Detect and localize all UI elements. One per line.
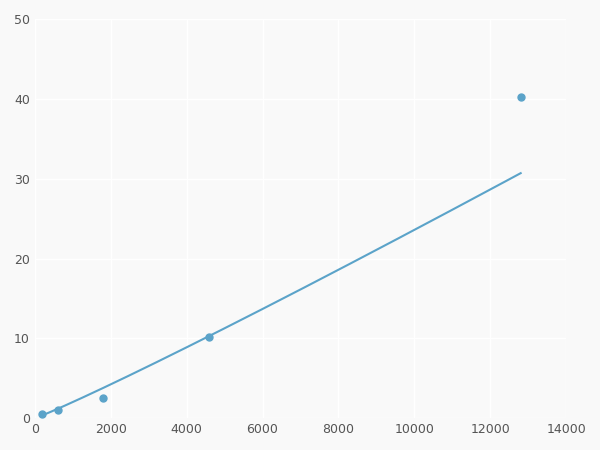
Point <box>516 94 526 101</box>
Point <box>98 395 108 402</box>
Point <box>53 407 62 414</box>
Point <box>38 411 47 418</box>
Point <box>205 333 214 340</box>
